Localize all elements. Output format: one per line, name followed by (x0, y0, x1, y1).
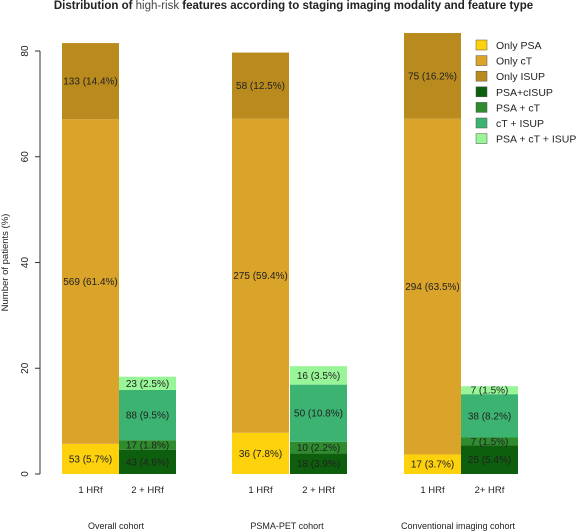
legend-swatch-ct-isup (475, 117, 488, 129)
bar-segment-only-psa (404, 454, 461, 474)
legend-label: PSA+cISUP (496, 87, 553, 99)
segment-label: 38 (8.2%) (468, 411, 511, 422)
y-tick-label: 60 (20, 151, 31, 163)
y-tick-label: 0 (20, 471, 31, 477)
segment-label: 7 (1.5%) (471, 386, 509, 397)
bar-segment-ct-isup (290, 384, 347, 442)
bar-segment-only-isup (404, 33, 461, 119)
bar-segment-psa-cisup (290, 453, 347, 474)
bar-segment-only-psa (62, 443, 119, 474)
bar-segment-psa-cisup (119, 449, 176, 474)
segment-label: 43 (4.6%) (126, 457, 169, 468)
y-tick-label: 80 (20, 45, 31, 57)
chart-title: Distribution of high-risk features accor… (53, 0, 534, 12)
segment-label: 23 (2.5%) (126, 379, 169, 390)
legend-label: cT + ISUP (496, 118, 544, 130)
bar-segment-ct-isup (119, 389, 176, 441)
segment-label: 17 (3.7%) (411, 460, 454, 471)
bar-segment-only-ct (404, 118, 461, 455)
legend-swatch-psa-ct-isup (475, 133, 488, 144)
y-axis: 0 20 40 60 80 Number of patients (%) (0, 45, 41, 477)
y-tick-label: 20 (20, 362, 31, 374)
segment-label: 50 (10.8%) (294, 409, 343, 420)
segment-label: 569 (61.4%) (63, 277, 117, 288)
x-axis-labels: 1 HRf 2 + HRf Overall cohort 1 HRf 2 + HRf PS… (78, 485, 515, 531)
group-label: Overall cohort (88, 521, 145, 531)
segment-label: 10 (2.2%) (297, 443, 340, 454)
y-axis-label: Number of patients (%) (0, 214, 11, 312)
legend-label: Only ISUP (496, 71, 545, 83)
bars (62, 33, 518, 474)
legend-label: Only PSA (496, 40, 542, 52)
segment-label: 17 (1.8%) (126, 440, 169, 451)
bar-segment-psa-ct-isup (119, 376, 176, 390)
bar-segment-psa-ct (290, 441, 347, 454)
segment-label: 58 (12.5%) (236, 81, 285, 92)
segment-label: 7 (1.5%) (471, 437, 509, 448)
bar-segment-only-psa (232, 432, 289, 474)
bar-segment-psa-ct-isup (461, 386, 518, 395)
bar-segment-psa-cisup (461, 445, 518, 474)
bar-segment-ct-isup (461, 394, 518, 438)
bar-segment-only-ct (62, 119, 119, 444)
group-label: PSMA-PET cohort (250, 521, 324, 531)
bar-segment-only-ct (232, 118, 289, 433)
legend-label: PSA + cT (496, 102, 541, 114)
legend: Only PSA Only cT Only ISUP PSA+cISUP PSA + c… (475, 39, 576, 146)
segment-label: 36 (7.8%) (239, 449, 282, 460)
bar-segment-psa-ct (461, 437, 518, 446)
segment-label: 18 (3.9%) (297, 459, 340, 470)
segment-label: 275 (59.4%) (233, 271, 287, 282)
legend-swatch-only-isup (475, 70, 488, 82)
legend-label: PSA + cT + ISUP (496, 134, 576, 146)
segment-label: 88 (9.5%) (126, 411, 169, 422)
bar-label: 2+ HRf (475, 485, 505, 496)
segment-label: 53 (5.7%) (69, 454, 112, 465)
segment-label: 16 (3.5%) (297, 371, 340, 382)
segment-labels: 53 (5.7%) 569 (61.4%) 133 (14.4%) 43 (4.6%)… (63, 71, 511, 470)
legend-swatch-only-psa (475, 39, 488, 51)
segment-label: 75 (16.2%) (408, 71, 457, 82)
bar-segment-psa-ct (119, 440, 176, 450)
legend-swatch-psa-ct (475, 102, 488, 113)
legend-swatch-psa-cisup (475, 86, 488, 98)
group-label: Conventional imaging cohort (401, 521, 516, 531)
bar-label: 1 HRf (78, 485, 103, 496)
bar-label: 2 + HRf (302, 485, 335, 496)
segment-label: 25 (5.4%) (468, 455, 511, 466)
bar-label: 1 HRf (248, 485, 273, 496)
bar-label: 2 + HRf (131, 485, 164, 496)
chart-title-highlight: high-risk (135, 0, 180, 12)
legend-label: Only cT (496, 56, 533, 68)
y-tick-label: 40 (20, 257, 31, 269)
segment-label: 133 (14.4%) (63, 77, 117, 88)
bar-segment-only-isup (232, 52, 289, 119)
bar-label: 1 HRf (420, 485, 445, 496)
segment-label: 294 (63.5%) (405, 282, 459, 293)
legend-swatch-only-ct (475, 55, 488, 66)
bar-segment-only-isup (62, 43, 119, 120)
bar-segment-psa-ct-isup (290, 366, 347, 385)
